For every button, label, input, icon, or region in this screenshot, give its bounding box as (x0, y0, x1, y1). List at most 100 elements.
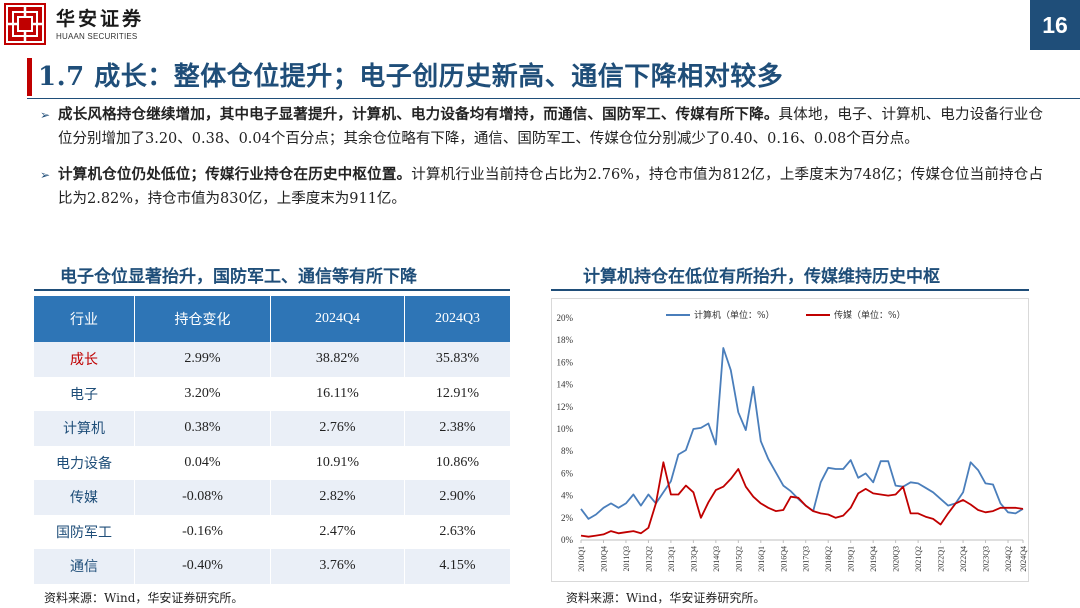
bullet-arrow-icon: ➢ (40, 168, 51, 182)
x-tick-label: 2022Q4 (959, 546, 968, 572)
x-tick-label: 2019Q1 (847, 546, 856, 572)
x-tick-label: 2013Q4 (689, 546, 698, 572)
x-tick-label: 2015Q2 (734, 546, 743, 572)
y-tick-label: 12% (557, 402, 574, 412)
x-tick-label: 2024Q2 (1004, 546, 1013, 572)
q3-cell: 35.83% (405, 342, 510, 377)
industry-cell: 成长 (34, 342, 135, 377)
x-tick-label: 2018Q2 (824, 546, 833, 572)
bullet-bold-text: 计算机仓位仍处低位；传媒行业持仓在历史中枢位置。 (58, 166, 412, 183)
chart-title-rule (551, 289, 1029, 291)
industry-cell: 国防军工 (34, 514, 135, 549)
chart-frame (551, 298, 1029, 582)
legend-label: 传媒（单位：%） (834, 309, 906, 321)
industry-cell: 电力设备 (34, 445, 135, 480)
x-tick-label: 2010Q4 (599, 546, 608, 572)
table-header-row: 行业 持仓变化 2024Q4 2024Q3 (34, 296, 510, 342)
industry-cell: 电子 (34, 376, 135, 411)
series-line-media (580, 461, 1024, 538)
y-tick-label: 10% (557, 424, 574, 434)
x-tick-label: 2021Q2 (914, 546, 923, 572)
x-tick-label: 2020Q3 (892, 546, 901, 572)
change-cell: -0.16% (135, 514, 271, 549)
table-row: 通信 -0.40% 3.76% 4.15% (34, 549, 510, 584)
x-tick-label: 2016Q4 (779, 546, 788, 572)
chart-title: 计算机持仓在低位有所抬升，传媒维持历史中枢 (583, 267, 940, 287)
table-header-cell: 行业 (34, 296, 135, 342)
change-cell: 0.04% (135, 445, 271, 480)
chart-svg: 0% 2% 4% 6% 8% 10% 12% 14% 16% 18% 20% 2010Q1 2010Q4… (551, 298, 1029, 582)
legend-label: 计算机（单位：%） (694, 309, 775, 321)
x-tick-label: 2024Q4 (1019, 546, 1028, 572)
q4-cell: 2.76% (271, 411, 405, 446)
bullet-item: ➢ 计算机仓位仍处低位；传媒行业持仓在历史中枢位置。计算机行业当前持仓占比为2.… (38, 163, 1043, 211)
brand-name-cn: 华安证券 (56, 8, 145, 30)
q3-cell: 12.91% (405, 376, 510, 411)
q4-cell: 2.47% (271, 514, 405, 549)
y-tick-label: 14% (557, 380, 574, 390)
x-tick-label: 2019Q4 (869, 546, 878, 572)
bullet-item: ➢ 成长风格持仓继续增加，其中电子显著提升，计算机、电力设备均有增持，而通信、国… (38, 103, 1043, 151)
y-tick-label: 20% (557, 313, 574, 323)
industry-cell: 计算机 (34, 411, 135, 446)
q3-cell: 4.15% (405, 549, 510, 584)
x-tick-label: 2016Q1 (757, 546, 766, 572)
q4-cell: 3.76% (271, 549, 405, 584)
q3-cell: 10.86% (405, 445, 510, 480)
change-cell: 2.99% (135, 342, 271, 377)
x-tick-label: 2014Q3 (712, 546, 721, 572)
change-cell: 0.38% (135, 411, 271, 446)
position-table: 行业 持仓变化 2024Q4 2024Q3 成长 2.99% 38.82% 35… (34, 296, 510, 584)
title-divider (27, 98, 1080, 99)
y-tick-label: 8% (561, 446, 574, 456)
q4-cell: 16.11% (271, 376, 405, 411)
y-tick-label: 0% (561, 535, 574, 545)
y-tick-label: 16% (557, 357, 574, 367)
brand: 华安证券 HUAAN SECURITIES (56, 8, 144, 42)
x-tick-label: 2013Q1 (667, 546, 676, 572)
table-row: 国防军工 -0.16% 2.47% 2.63% (34, 514, 510, 549)
q3-cell: 2.63% (405, 514, 510, 549)
title-accent-bar (27, 58, 32, 96)
table-row: 传媒 -0.08% 2.82% 2.90% (34, 480, 510, 515)
position-line-chart: 0% 2% 4% 6% 8% 10% 12% 14% 16% 18% 20% 2010Q1 2010Q4… (551, 298, 1029, 582)
table-title-rule (34, 289, 510, 291)
x-tick-label: 2011Q3 (622, 546, 631, 571)
q3-cell: 2.90% (405, 480, 510, 515)
q4-cell: 38.82% (271, 342, 405, 377)
table-row: 计算机 0.38% 2.76% 2.38% (34, 411, 510, 446)
q4-cell: 10.91% (271, 445, 405, 480)
change-cell: -0.40% (135, 549, 271, 584)
slide-title: 1.7 成长：整体仓位提升；电子创历史新高、通信下降相对较多 (38, 62, 784, 92)
table-row: 成长 2.99% 38.82% 35.83% (34, 342, 510, 377)
y-tick-label: 6% (561, 468, 574, 478)
chart-source-note: 资料来源：Wind，华安证券研究所。 (566, 591, 766, 605)
x-tick-label: 2010Q1 (577, 546, 586, 572)
table-header-cell: 2024Q3 (405, 296, 510, 342)
bullet-body-text: 具体地，电子、计算机、电力设备行业仓位分别增加了3.20、0.38、0.04个百… (58, 107, 1044, 147)
y-tick-label: 2% (561, 513, 574, 523)
x-tick-label: 2012Q2 (644, 546, 653, 572)
x-tick-label: 2017Q3 (802, 546, 811, 572)
company-logo (4, 3, 46, 45)
bullet-bold-text: 成长风格持仓继续增加，其中电子显著提升，计算机、电力设备均有增持，而通信、国防军… (58, 106, 779, 123)
industry-cell: 通信 (34, 549, 135, 584)
bullet-arrow-icon: ➢ (40, 108, 51, 122)
page-number: 16 (1030, 0, 1080, 50)
change-cell: 3.20% (135, 376, 271, 411)
x-tick-label: 2022Q1 (937, 546, 946, 572)
brand-name-en: HUAAN SECURITIES (56, 32, 138, 41)
bullet-list: ➢ 成长风格持仓继续增加，其中电子显著提升，计算机、电力设备均有增持，而通信、国… (38, 103, 1043, 223)
table-row: 电子 3.20% 16.11% 12.91% (34, 376, 510, 411)
q4-cell: 2.82% (271, 480, 405, 515)
change-cell: -0.08% (135, 480, 271, 515)
q3-cell: 2.38% (405, 411, 510, 446)
table-title: 电子仓位显著抬升，国防军工、通信等有所下降 (60, 267, 417, 287)
table-header-cell: 持仓变化 (135, 296, 271, 342)
x-tick-label: 2023Q3 (982, 546, 991, 572)
bullet-body-text: 计算机行业当前持仓占比为2.76%，持仓市值为812亿，上季度末为748亿；传媒… (58, 167, 1043, 207)
table-header-cell: 2024Q4 (271, 296, 405, 342)
industry-cell: 传媒 (34, 480, 135, 515)
y-tick-label: 4% (561, 491, 574, 501)
y-tick-label: 18% (557, 335, 574, 345)
